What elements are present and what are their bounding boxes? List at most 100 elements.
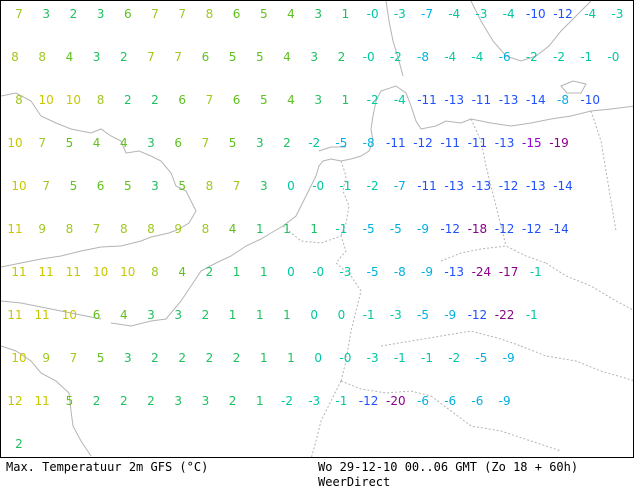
- temperature-value: -11: [417, 179, 437, 193]
- temperature-value: -6: [471, 394, 483, 408]
- temperature-value: -18: [468, 222, 488, 236]
- temperature-value: -8: [417, 50, 429, 64]
- temperature-value: 5: [229, 50, 237, 64]
- temperature-value: 1: [283, 308, 291, 322]
- temperature-value: -1: [394, 351, 406, 365]
- temperature-value: 8: [120, 222, 128, 236]
- temperature-value: 4: [66, 50, 74, 64]
- temperature-value: 3: [202, 394, 210, 408]
- temperature-value: -0: [367, 7, 379, 21]
- temperature-value: -11: [440, 136, 460, 150]
- coastline-germany-north: [340, 85, 472, 162]
- temperature-value: 2: [206, 265, 214, 279]
- temperature-value: 3: [147, 136, 155, 150]
- temperature-value: -9: [444, 308, 456, 322]
- temperature-value: 11: [66, 265, 81, 279]
- temperature-value: 8: [66, 222, 74, 236]
- temperature-value: 0: [338, 308, 346, 322]
- temperature-value: 5: [66, 394, 74, 408]
- temperature-value: 1: [229, 308, 237, 322]
- temperature-value: 5: [97, 351, 105, 365]
- temperature-value: 11: [35, 308, 50, 322]
- temperature-value: -1: [335, 222, 347, 236]
- temperature-value: 7: [38, 136, 46, 150]
- temperature-value: -2: [367, 93, 379, 107]
- temperature-value: -10: [580, 93, 600, 107]
- source-label: WeerDirect: [318, 475, 391, 489]
- temperature-value: 2: [233, 351, 241, 365]
- temperature-value: -8: [557, 93, 569, 107]
- temperature-value: 10: [62, 308, 77, 322]
- valid-time: Wo 29-12-10 00..06 GMT (Zo 18 + 60h): [318, 460, 579, 474]
- temperature-value: -22: [495, 308, 515, 322]
- temperature-value: 2: [93, 394, 101, 408]
- temperature-value: 3: [147, 308, 155, 322]
- temperature-value: -2: [390, 50, 402, 64]
- temperature-value: -6: [444, 394, 456, 408]
- temperature-value: 6: [202, 50, 210, 64]
- temperature-values: 7 3 2 3 6 7 7 8 6 5 4 3 1 -0 -3 -7 -4 -3 -4 -10 -12 -4 -38 8 4 3 2…: [7, 7, 623, 451]
- temperature-value: -2: [448, 351, 460, 365]
- temperature-value: -1: [580, 50, 592, 64]
- temperature-value: -13: [444, 179, 464, 193]
- temperature-value: -8: [363, 136, 375, 150]
- temperature-value: -13: [444, 265, 464, 279]
- temperature-value: -4: [448, 7, 460, 21]
- temperature-value: -12: [359, 394, 379, 408]
- temperature-value: 4: [178, 265, 186, 279]
- temperature-value: 3: [314, 7, 322, 21]
- temperature-value: 10: [39, 93, 54, 107]
- temperature-value: 3: [310, 50, 318, 64]
- temperature-value: -2: [308, 136, 320, 150]
- temperature-value: -12: [522, 222, 542, 236]
- temperature-value: 11: [7, 308, 22, 322]
- temperature-value: -2: [367, 179, 379, 193]
- temperature-value: 5: [256, 50, 264, 64]
- temperature-value: -4: [503, 7, 515, 21]
- map-title: Max. Temperatuur 2m GFS (°C): [6, 460, 209, 474]
- temperature-value: 8: [97, 93, 105, 107]
- temperature-value: 8: [15, 93, 23, 107]
- temperature-value: 5: [66, 136, 74, 150]
- temperature-value: 10: [93, 265, 108, 279]
- temperature-value: 2: [338, 50, 346, 64]
- temperature-value: -9: [503, 351, 515, 365]
- temperature-value: -11: [472, 93, 492, 107]
- temperature-value: -0: [339, 351, 351, 365]
- temperature-value: -1: [363, 308, 375, 322]
- temperature-value: 7: [202, 136, 210, 150]
- temperature-value: -20: [386, 394, 406, 408]
- coastline-wadden: [318, 146, 346, 152]
- temperature-value: -10: [526, 7, 546, 21]
- temperature-value: 2: [229, 394, 237, 408]
- temperature-value: 1: [256, 222, 264, 236]
- temperature-value: -7: [394, 179, 406, 193]
- temperature-value: -4: [471, 50, 483, 64]
- temperature-value: -5: [417, 308, 429, 322]
- temperature-value: -15: [522, 136, 542, 150]
- coastline-island: [560, 80, 587, 94]
- temperature-value: -0: [607, 50, 619, 64]
- temperature-value: -5: [363, 222, 375, 236]
- temperature-map: 7 3 2 3 6 7 7 8 6 5 4 3 1 -0 -3 -7 -4 -3 -4 -10 -12 -4 -3 8 8 4 3 2…: [0, 0, 634, 458]
- temperature-value: 2: [120, 50, 128, 64]
- temperature-value: 9: [174, 222, 182, 236]
- temperature-value: 2: [70, 7, 78, 21]
- temperature-value: -2: [526, 50, 538, 64]
- temperature-value: 6: [233, 93, 241, 107]
- temperature-value: -1: [421, 351, 433, 365]
- temperature-value: -19: [549, 136, 569, 150]
- temperature-value: 2: [120, 394, 128, 408]
- temperature-value: 8: [202, 222, 210, 236]
- temperature-value: -5: [390, 222, 402, 236]
- temperature-value: 2: [147, 394, 155, 408]
- temperature-value: 6: [178, 93, 186, 107]
- temperature-value: 3: [174, 308, 182, 322]
- coastline-benelux: [270, 158, 342, 234]
- border-france-south: [311, 380, 342, 457]
- temperature-value: -1: [526, 308, 538, 322]
- temperature-value: 7: [206, 93, 214, 107]
- temperature-value: 2: [283, 136, 291, 150]
- temperature-value: 6: [174, 136, 182, 150]
- temperature-value: -12: [553, 7, 573, 21]
